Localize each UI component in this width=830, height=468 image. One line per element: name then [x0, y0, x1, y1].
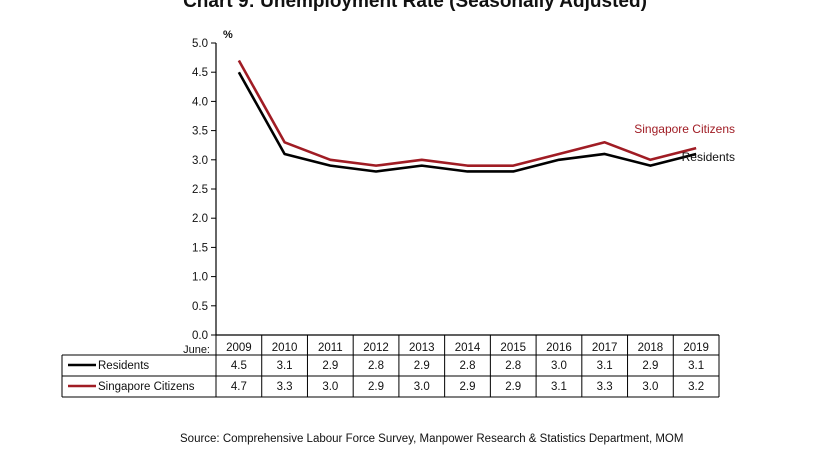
x-tick-label: 2010 — [272, 342, 298, 354]
table-cell-value: 2.8 — [460, 360, 476, 372]
chart-title: Chart 9: Unemployment Rate (Seasonally A… — [183, 0, 647, 12]
x-tick-label: 2009 — [226, 342, 252, 354]
table-cell-value: 2.9 — [414, 360, 430, 372]
table-cell-value: 2.9 — [642, 360, 658, 372]
y-tick-label: 1.5 — [192, 242, 208, 254]
table-cell-value: 2.9 — [505, 381, 521, 393]
series-end-label: Residents — [682, 150, 735, 164]
table-row-label: Singapore Citizens — [98, 381, 195, 393]
y-tick-label: 0.5 — [192, 301, 208, 313]
table-cell-value: 3.0 — [322, 381, 338, 393]
table-cell-value: 2.9 — [368, 381, 384, 393]
table-cell-value: 3.0 — [551, 360, 567, 372]
table-cell-value: 3.1 — [597, 360, 613, 372]
table-cell-value: 4.5 — [231, 360, 247, 372]
x-tick-label: 2016 — [546, 342, 572, 354]
y-tick-label: 0.0 — [192, 330, 208, 342]
table-cell-value: 3.2 — [688, 381, 704, 393]
y-tick-label: 1.0 — [192, 272, 208, 284]
table-cell-value: 3.1 — [688, 360, 704, 372]
x-tick-label: 2015 — [500, 342, 526, 354]
x-tick-label: 2018 — [638, 342, 664, 354]
series-line — [237, 71, 697, 173]
x-tick-label: 2019 — [683, 342, 709, 354]
table-cell-value: 4.7 — [231, 381, 247, 393]
x-tick-label: 2013 — [409, 342, 435, 354]
table-cell-value: 2.8 — [505, 360, 521, 372]
table-cell-value: 3.3 — [597, 381, 613, 393]
series-line — [237, 59, 697, 167]
y-tick-label: 2.5 — [192, 184, 208, 196]
series-end-labels: Singapore Citizens Residents — [634, 122, 735, 164]
source-note: Source: Comprehensive Labour Force Surve… — [180, 433, 684, 445]
table-cell-value: 2.8 — [368, 360, 384, 372]
series-end-label: Singapore Citizens — [634, 122, 735, 136]
x-tick-label: 2012 — [363, 342, 389, 354]
x-tick-label: 2014 — [455, 342, 481, 354]
table-cell-value: 2.9 — [322, 360, 338, 372]
table-cell-value: 3.1 — [277, 360, 293, 372]
x-tick-label: 2011 — [318, 342, 343, 354]
y-tick-label: 3.5 — [192, 126, 208, 138]
table-cell-value: 3.0 — [642, 381, 658, 393]
y-tick-label: 5.0 — [192, 38, 208, 50]
table-cell-value: 2.9 — [460, 381, 476, 393]
y-tick-label: 4.0 — [192, 96, 208, 108]
y-tick-labels: 0.0 0.5 1.0 1.5 2.0 2.5 3.0 3.5 4.0 4.5 5.0% — [192, 29, 233, 342]
table-cell-value: 3.1 — [551, 381, 567, 393]
table-cell-value: 3.3 — [277, 381, 293, 393]
x-prefix-label: June: — [183, 344, 210, 356]
data-table: June: 2009 2010 2011 2012 2013 2014 2015 2016 201… — [61, 334, 720, 398]
y-tick-label: 4.5 — [192, 67, 208, 79]
table-row-label: Residents — [98, 360, 149, 372]
series-lines — [237, 59, 697, 173]
y-tick-label: 3.0 — [192, 155, 208, 167]
table-cell-value: 3.0 — [414, 381, 430, 393]
x-tick-label: 2017 — [592, 342, 618, 354]
y-tick-label: 2.0 — [192, 213, 208, 225]
y-axis-unit-label: % — [223, 29, 233, 41]
axes — [211, 42, 217, 336]
